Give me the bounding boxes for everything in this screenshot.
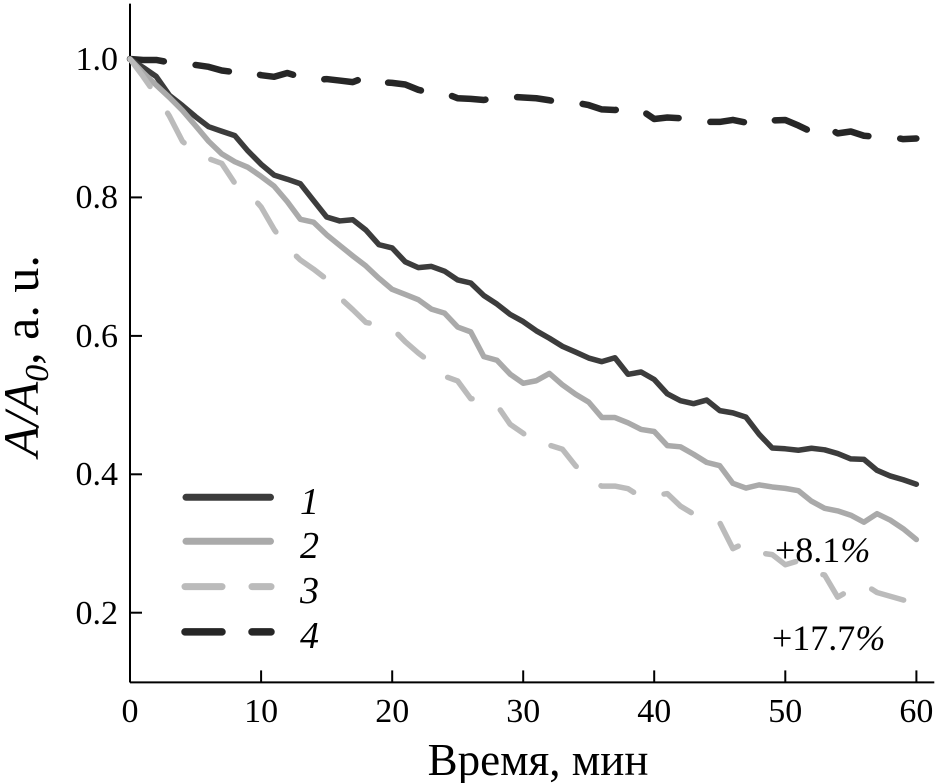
svg-text:4: 4 (300, 615, 319, 657)
svg-text:30: 30 (506, 693, 540, 730)
svg-text:3: 3 (299, 570, 319, 612)
svg-text:Время, мин: Время, мин (428, 735, 649, 783)
svg-text:A/A0, a. u.: A/A0, a. u. (0, 255, 56, 460)
svg-text:40: 40 (637, 693, 671, 730)
svg-text:0: 0 (122, 693, 139, 730)
svg-text:10: 10 (244, 693, 278, 730)
svg-text:0.4: 0.4 (76, 456, 119, 493)
svg-text:+8.1%: +8.1% (775, 530, 870, 570)
svg-text:0.8: 0.8 (76, 179, 119, 216)
svg-text:60: 60 (899, 693, 933, 730)
svg-text:0.6: 0.6 (76, 318, 119, 355)
svg-text:0.2: 0.2 (76, 595, 119, 632)
svg-text:20: 20 (375, 693, 409, 730)
svg-text:2: 2 (300, 525, 319, 567)
svg-text:1.0: 1.0 (76, 41, 119, 78)
svg-text:50: 50 (768, 693, 802, 730)
svg-text:1: 1 (300, 481, 319, 523)
svg-text:+17.7%: +17.7% (772, 618, 885, 658)
